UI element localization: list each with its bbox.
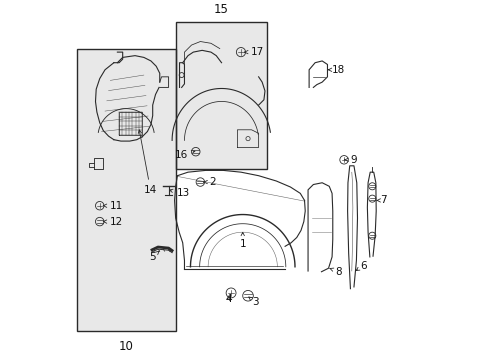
Bar xyxy=(77,49,175,331)
Text: 11: 11 xyxy=(103,201,122,211)
Text: 7: 7 xyxy=(376,195,386,206)
Text: 13: 13 xyxy=(169,188,189,198)
Text: 6: 6 xyxy=(355,261,366,271)
Text: 14: 14 xyxy=(138,130,157,195)
Text: 2: 2 xyxy=(203,177,215,187)
Text: 17: 17 xyxy=(244,47,264,57)
Text: 16: 16 xyxy=(174,149,195,159)
Text: 4: 4 xyxy=(225,294,231,304)
Text: 15: 15 xyxy=(214,3,228,16)
Text: 1: 1 xyxy=(239,232,245,249)
Text: 10: 10 xyxy=(119,340,133,353)
Bar xyxy=(77,49,175,331)
Text: 5: 5 xyxy=(149,251,159,262)
Bar xyxy=(175,22,267,168)
Text: 18: 18 xyxy=(328,65,345,75)
Bar xyxy=(175,22,267,168)
Text: 8: 8 xyxy=(329,267,342,277)
Text: 3: 3 xyxy=(248,297,258,307)
Text: 9: 9 xyxy=(344,155,356,165)
Text: 12: 12 xyxy=(103,217,122,226)
